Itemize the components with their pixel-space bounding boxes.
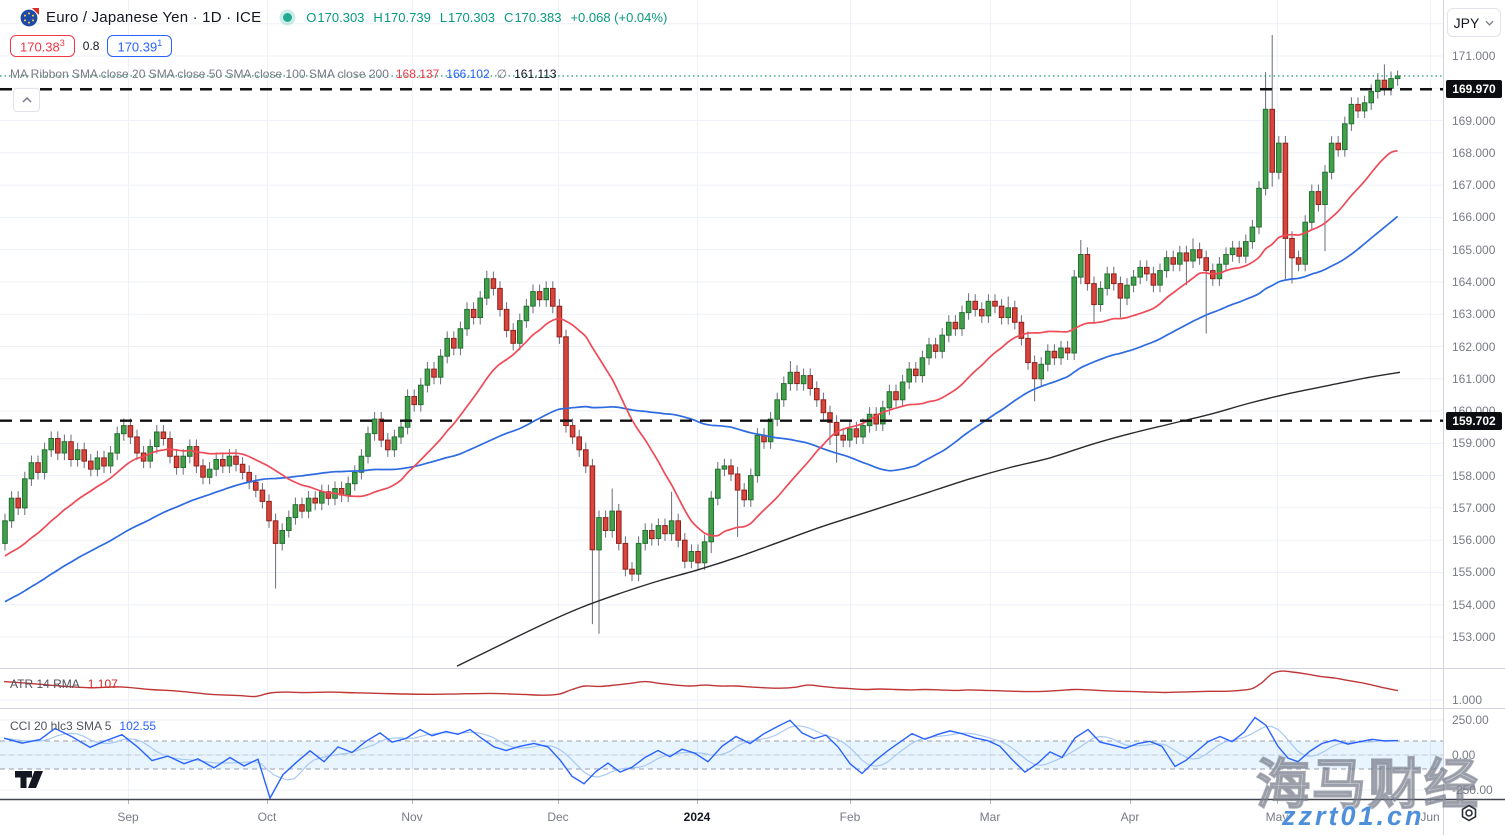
atr-tick-label: 1.000 xyxy=(1452,693,1483,707)
atr-indicator-legend[interactable]: ATR 14 RMA 1.107 xyxy=(10,677,118,691)
time-tick-label: Apr xyxy=(1120,810,1140,824)
time-tick-label: Dec xyxy=(547,810,569,824)
symbol-title[interactable]: Euro / Japanese Yen · 1D · ICE xyxy=(46,9,262,26)
ma-ribbon-sma20-value: 168.137 xyxy=(395,67,440,81)
cci-tick-label: -250.00 xyxy=(1452,783,1493,797)
euro-flag-icon[interactable] xyxy=(20,8,39,27)
ohlc-low-value: 170.303 xyxy=(448,10,496,25)
ohlc-low-label: L xyxy=(439,10,448,25)
ma-ribbon-empty-value: ∅ xyxy=(496,67,508,81)
ohlc-high-value: 170.739 xyxy=(383,10,431,25)
spread-value: 0.8 xyxy=(82,39,100,54)
cci-sma-line xyxy=(3,725,1397,781)
price-tick-label: 169.000 xyxy=(1452,113,1496,128)
watermark-url: zzrt01.cn xyxy=(1282,801,1425,831)
watermark-text: 海马财经 xyxy=(1255,754,1480,816)
time-tick-label: Feb xyxy=(839,810,861,824)
sma-20-line xyxy=(4,149,1398,557)
price-tick-label: 163.000 xyxy=(1452,307,1496,322)
atr-label: ATR 14 RMA xyxy=(10,677,80,691)
price-tick-label: 159.000 xyxy=(1452,436,1496,451)
ohlc-close-value: 170.383 xyxy=(514,10,562,25)
market-status-icon[interactable] xyxy=(283,13,293,22)
price-tick-label: 171.000 xyxy=(1452,49,1496,63)
chevron-up-icon xyxy=(21,97,32,103)
ohlc-open-label: O xyxy=(306,10,317,25)
currency-label: JPY xyxy=(1453,14,1480,31)
sell-button[interactable]: 170.383 xyxy=(10,35,75,58)
time-tick-label: Sep xyxy=(117,810,139,824)
ma-ribbon-legend[interactable]: MA Ribbon SMA close 20 SMA close 50 SMA … xyxy=(10,67,557,81)
price-tick-label: 166.000 xyxy=(1452,210,1496,225)
buy-button[interactable]: 170.391 xyxy=(107,35,173,58)
quote-row: 170.383 0.8 170.391 xyxy=(10,35,173,58)
price-tick-label: 154.000 xyxy=(1452,597,1496,612)
level-price-label: 169.970 xyxy=(1446,80,1502,99)
chevron-down-icon xyxy=(1485,20,1494,26)
ohlc-values: O170.303 H170.739 L170.303 C170.383 +0.0… xyxy=(306,10,667,25)
ask-price: 170.39 xyxy=(117,39,158,55)
price-tick-label: 156.000 xyxy=(1452,533,1496,548)
price-tick-label: 155.000 xyxy=(1452,565,1496,580)
settings-gear-icon[interactable] xyxy=(1458,803,1480,830)
time-tick-label: Oct xyxy=(257,810,277,824)
time-tick-label: 2024 xyxy=(683,810,711,824)
ohlc-close-label: C xyxy=(504,10,514,25)
ask-price-fraction: 1 xyxy=(157,38,163,48)
collapse-panel-button[interactable] xyxy=(13,88,40,112)
price-tick-label: 157.000 xyxy=(1452,500,1496,515)
cci-indicator-legend[interactable]: CCI 20 hlc3 SMA 5 102.55 xyxy=(10,719,156,733)
ohlc-high-label: H xyxy=(373,10,383,25)
time-tick-label: Jun xyxy=(1420,810,1440,824)
cci-tick-label: 250.00 xyxy=(1452,713,1489,727)
sma-200-line xyxy=(456,371,1401,667)
ohlc-open-value: 170.303 xyxy=(317,10,365,25)
ma-ribbon-sma50-value: 166.102 xyxy=(446,67,490,81)
cci-value: 102.55 xyxy=(119,719,157,733)
tradingview-logo-icon[interactable] xyxy=(15,771,45,794)
time-tick-label: Nov xyxy=(401,810,423,824)
gridlines xyxy=(0,0,1443,804)
cci-line xyxy=(3,716,1399,800)
time-tick-label: Mar xyxy=(979,810,1001,824)
price-tick-label: 167.000 xyxy=(1452,178,1496,193)
price-tick-label: 164.000 xyxy=(1452,274,1496,289)
price-tick-label: 168.000 xyxy=(1452,145,1496,160)
symbol-header: Euro / Japanese Yen · 1D · ICE O170.303 … xyxy=(20,8,667,27)
time-tick-label: May xyxy=(1265,810,1289,824)
bid-price-fraction: 3 xyxy=(59,38,65,48)
price-axis[interactable]: JPY 171.000 169.000 168.000 167.000 166.000 1… xyxy=(1444,0,1505,800)
currency-dropdown[interactable]: JPY xyxy=(1447,8,1501,37)
cci-label: CCI 20 hlc3 SMA 5 xyxy=(10,719,112,733)
price-tick-label: 161.000 xyxy=(1452,371,1496,386)
price-tick-label: 165.000 xyxy=(1452,242,1496,257)
atr-value: 1.107 xyxy=(87,677,118,691)
cci-tick-label: 0.00 xyxy=(1452,748,1476,762)
level-price-label: 159.702 xyxy=(1446,411,1502,430)
candlestick-series xyxy=(2,35,1401,634)
ma-ribbon-sma200-value: 161.113 xyxy=(514,67,557,81)
sma-50-line xyxy=(4,215,1399,603)
atr-line xyxy=(3,670,1399,698)
price-tick-label: 162.000 xyxy=(1452,339,1496,354)
ohlc-change-value: +0.068 (+0.04%) xyxy=(570,10,668,25)
price-tick-label: 153.000 xyxy=(1452,630,1496,644)
time-axis[interactable]: Sep Oct Nov Dec 2024 Feb Mar Apr May Jun xyxy=(0,800,1444,835)
price-tick-label: 158.000 xyxy=(1452,468,1496,483)
ma-ribbon-label: MA Ribbon SMA close 20 SMA close 50 SMA … xyxy=(10,67,389,81)
bid-price: 170.38 xyxy=(20,39,60,55)
